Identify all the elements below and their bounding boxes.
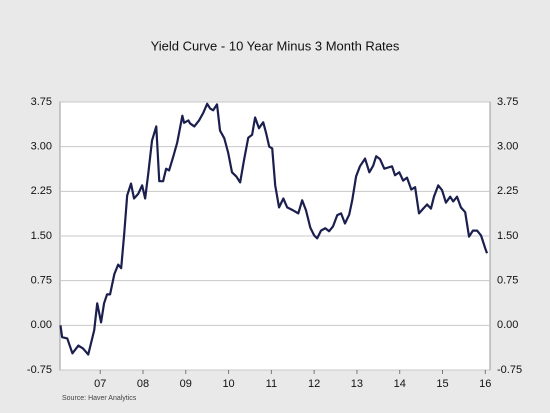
x-tick-label: 15 <box>436 378 448 390</box>
y2-tick-label: 1.50 <box>497 230 518 242</box>
chart-title: Yield Curve - 10 Year Minus 3 Month Rate… <box>151 38 400 53</box>
y2-tick-label: 2.25 <box>497 185 518 197</box>
x-tick-label: 13 <box>351 378 363 390</box>
series-line <box>59 102 489 356</box>
y-tick-label: 3.75 <box>31 96 52 108</box>
y-tick-label: 0.00 <box>31 319 52 331</box>
y-tick-label: -0.75 <box>27 364 52 376</box>
y-tick-label: 0.75 <box>31 275 52 287</box>
x-tick-label: 09 <box>180 378 192 390</box>
x-tick-label: 12 <box>308 378 320 390</box>
x-tick-label: 14 <box>394 378 406 390</box>
y2-tick-label: 3.75 <box>497 96 518 108</box>
x-tick-label: 07 <box>94 378 106 390</box>
y-tick-label: 3.00 <box>31 141 52 153</box>
y2-tick-label: 0.00 <box>497 319 518 331</box>
x-tick-label: 16 <box>479 378 491 390</box>
x-tick-label: 10 <box>222 378 234 390</box>
x-tick-label: 11 <box>266 378 277 390</box>
y2-tick-label: -0.75 <box>497 364 522 376</box>
y2-tick-label: 0.75 <box>497 275 518 287</box>
source: Source: Haver Analytics <box>62 395 137 402</box>
x-tick-label: 08 <box>137 378 149 390</box>
y-tick-label: 2.25 <box>31 185 52 197</box>
y-tick-label: 1.50 <box>31 230 52 242</box>
y2-tick-label: 3.00 <box>497 141 518 153</box>
